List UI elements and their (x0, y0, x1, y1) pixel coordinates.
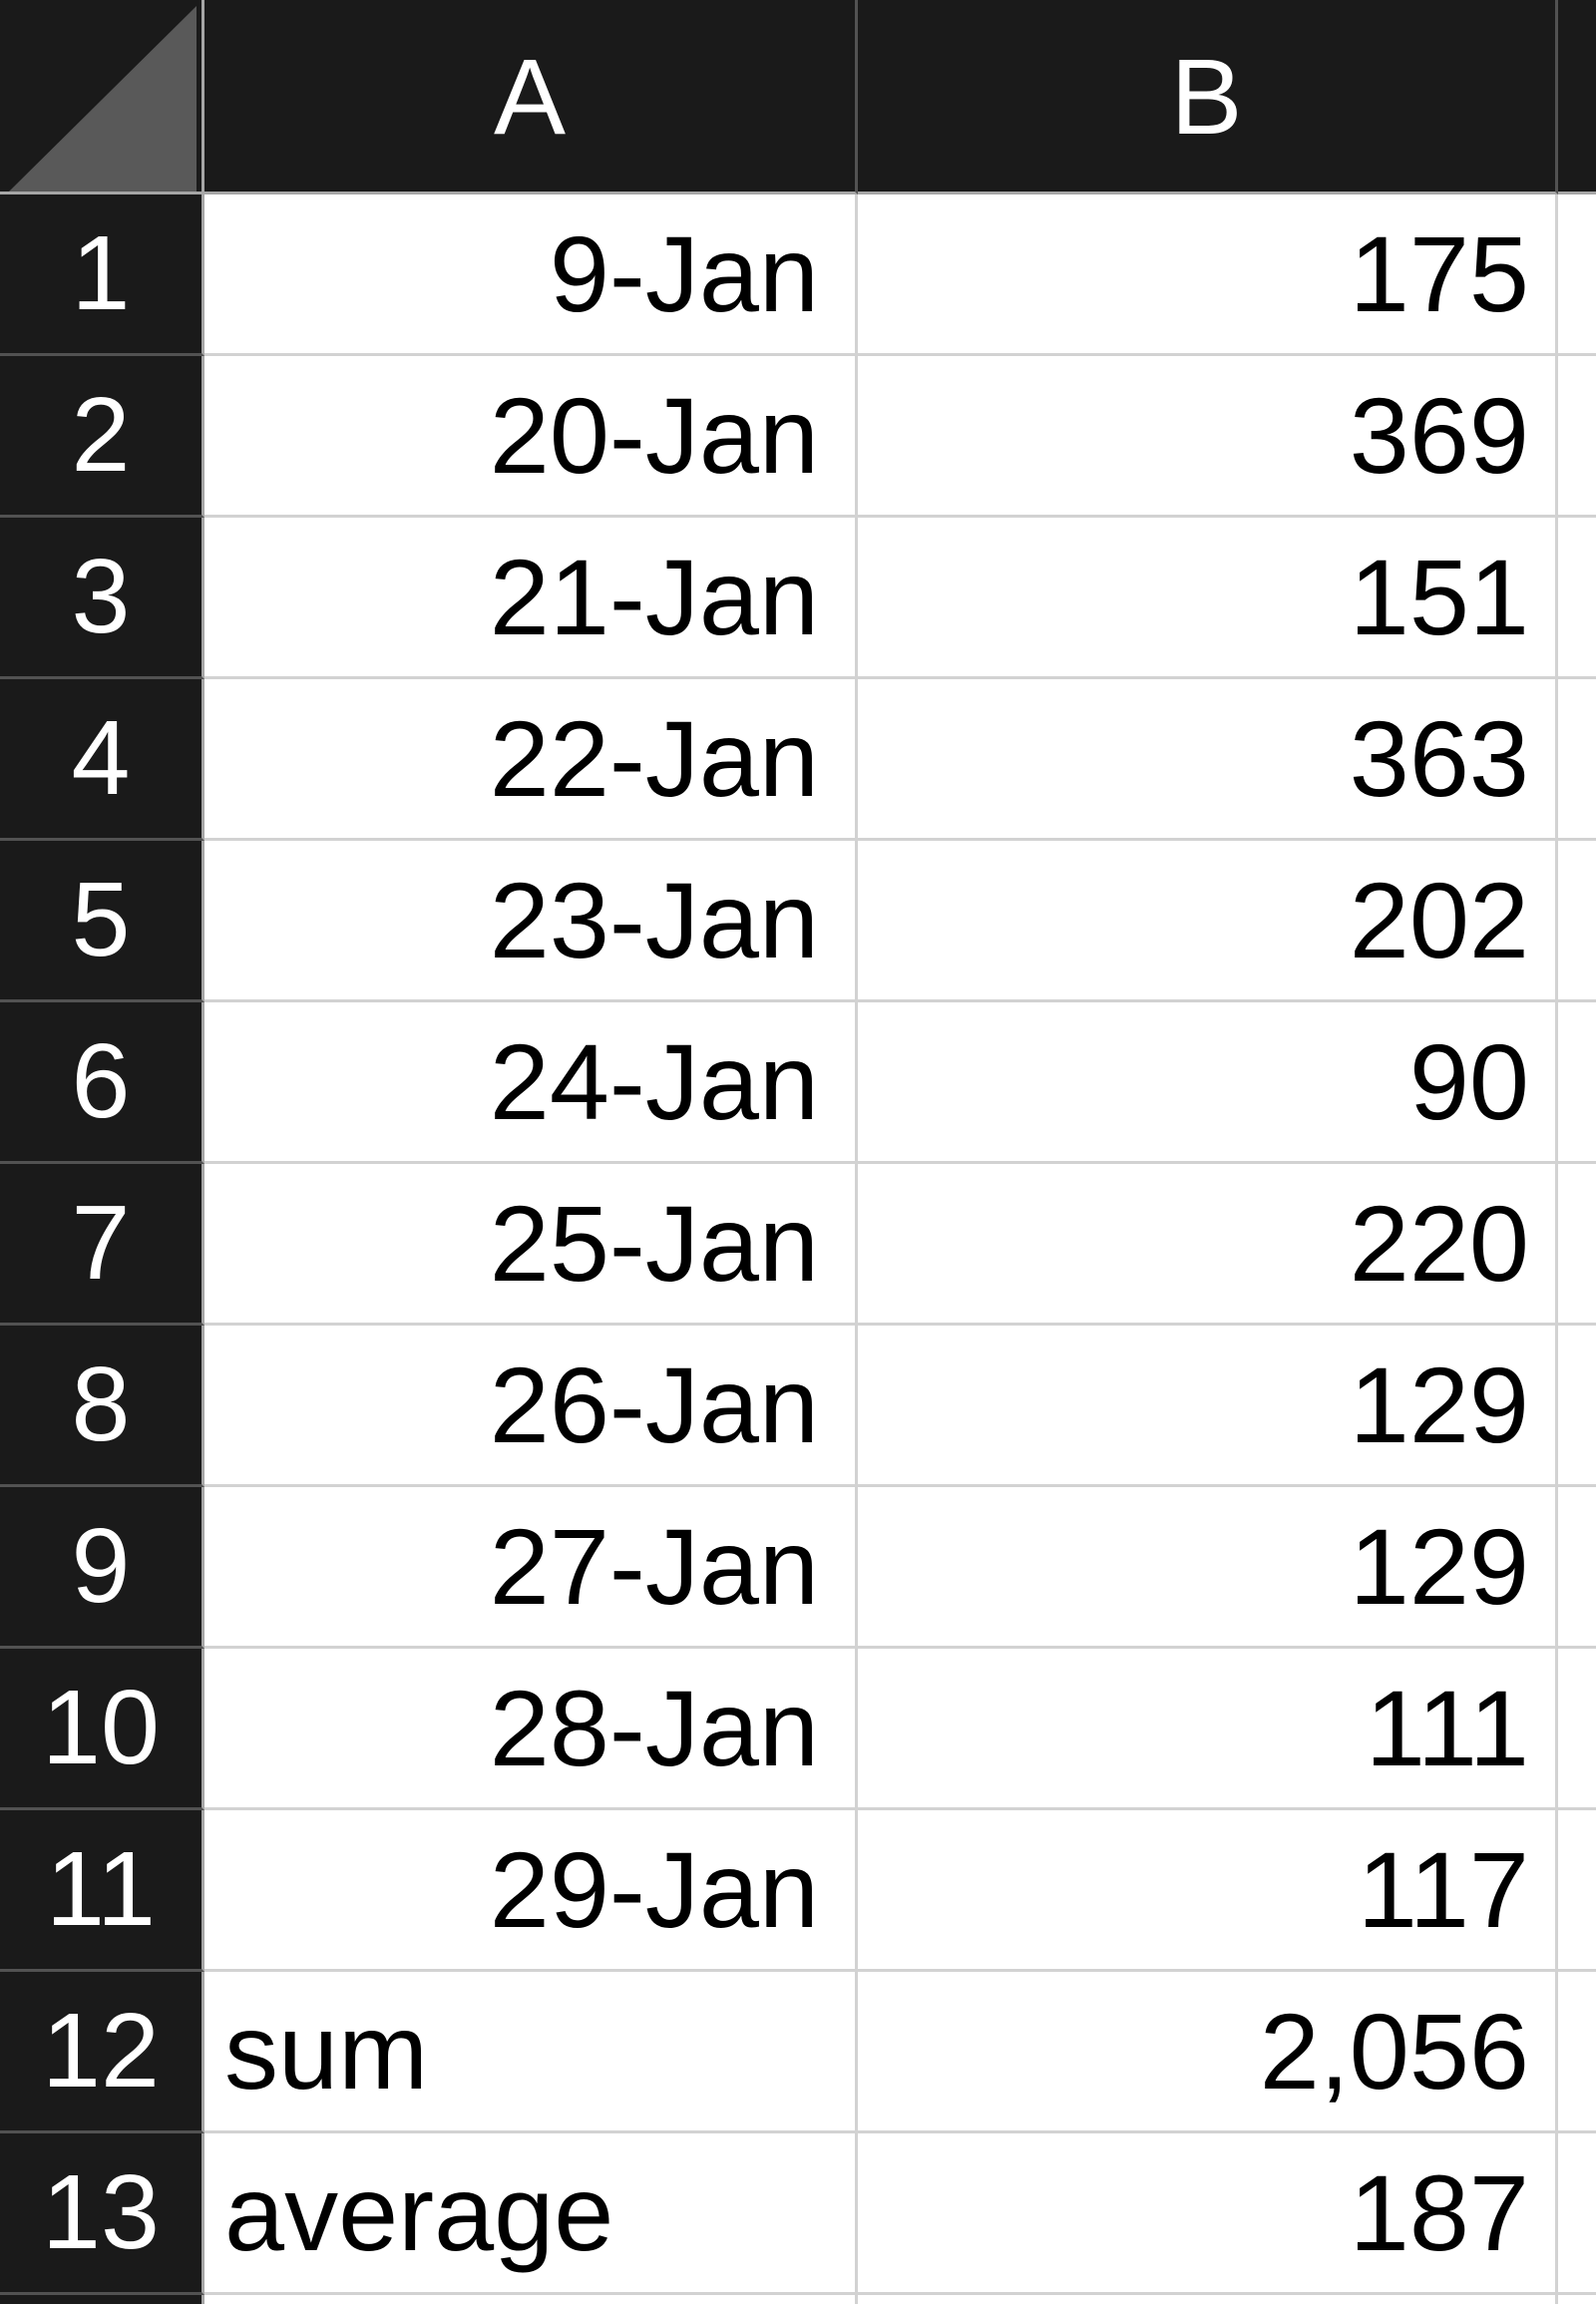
cell-column-c-partial[interactable] (1558, 841, 1596, 1002)
cell-column-a[interactable]: 26-Jan (204, 1326, 858, 1487)
cell-column-c-partial[interactable] (1558, 1972, 1596, 2133)
cell-column-c-partial[interactable] (1558, 1164, 1596, 1326)
cell-column-c-partial[interactable] (1558, 2295, 1596, 2304)
cell-column-a[interactable]: 29-Jan (204, 1810, 858, 1972)
cell-column-a[interactable] (204, 2295, 858, 2304)
row-header[interactable]: 5 (0, 841, 204, 1002)
cell-column-c-partial[interactable] (1558, 1487, 1596, 1649)
select-all-corner[interactable] (0, 0, 204, 194)
cell-column-a[interactable]: 9-Jan (204, 194, 858, 356)
cell-column-c-partial[interactable] (1558, 2133, 1596, 2295)
cell-column-c-partial[interactable] (1558, 518, 1596, 679)
row-header[interactable] (0, 2295, 204, 2304)
cell-column-a[interactable]: average (204, 2133, 858, 2295)
table-row: 7 25-Jan 220 (0, 1164, 1596, 1326)
row-header[interactable]: 13 (0, 2133, 204, 2295)
cell-column-c-partial[interactable] (1558, 1810, 1596, 1972)
column-header-row: A B (0, 0, 1596, 194)
column-header-b[interactable]: B (858, 0, 1558, 194)
select-all-triangle-icon (9, 6, 197, 192)
row-header[interactable]: 9 (0, 1487, 204, 1649)
cell-column-c-partial[interactable] (1558, 356, 1596, 518)
cell-column-a[interactable]: 21-Jan (204, 518, 858, 679)
cell-column-c-partial[interactable] (1558, 679, 1596, 841)
cell-column-a[interactable]: 25-Jan (204, 1164, 858, 1326)
cell-column-b[interactable]: 202 (858, 841, 1558, 1002)
cell-column-a[interactable]: 27-Jan (204, 1487, 858, 1649)
row-header[interactable]: 8 (0, 1326, 204, 1487)
cell-column-a[interactable]: 23-Jan (204, 841, 858, 1002)
table-row: 12 sum 2,056 (0, 1972, 1596, 2133)
table-row: 11 29-Jan 117 (0, 1810, 1596, 1972)
table-row: 1 9-Jan 175 (0, 194, 1596, 356)
cell-column-a[interactable]: 22-Jan (204, 679, 858, 841)
table-row: 9 27-Jan 129 (0, 1487, 1596, 1649)
row-header[interactable]: 12 (0, 1972, 204, 2133)
cell-column-c-partial[interactable] (1558, 1002, 1596, 1164)
grid-body: 1 9-Jan 175 2 20-Jan 369 3 21-Jan 151 4 … (0, 194, 1596, 2295)
row-header[interactable]: 10 (0, 1649, 204, 1810)
table-row: 10 28-Jan 111 (0, 1649, 1596, 1810)
cell-column-c-partial[interactable] (1558, 1649, 1596, 1810)
row-header[interactable]: 3 (0, 518, 204, 679)
table-row: 8 26-Jan 129 (0, 1326, 1596, 1487)
cell-column-c-partial[interactable] (1558, 1326, 1596, 1487)
column-header-a[interactable]: A (204, 0, 858, 194)
cell-column-b[interactable]: 369 (858, 356, 1558, 518)
cell-column-b[interactable]: 129 (858, 1487, 1558, 1649)
cell-column-b[interactable]: 220 (858, 1164, 1558, 1326)
cell-column-b[interactable]: 363 (858, 679, 1558, 841)
partial-row-14 (0, 2295, 1596, 2304)
cell-column-b[interactable]: 151 (858, 518, 1558, 679)
cell-column-a[interactable]: 20-Jan (204, 356, 858, 518)
cell-column-b[interactable]: 2,056 (858, 1972, 1558, 2133)
cell-column-a[interactable]: sum (204, 1972, 858, 2133)
cell-column-b[interactable]: 90 (858, 1002, 1558, 1164)
row-header[interactable]: 1 (0, 194, 204, 356)
cell-column-b[interactable]: 175 (858, 194, 1558, 356)
table-row: 3 21-Jan 151 (0, 518, 1596, 679)
table-row: 2 20-Jan 369 (0, 356, 1596, 518)
row-header[interactable]: 11 (0, 1810, 204, 1972)
cell-column-b[interactable]: 111 (858, 1649, 1558, 1810)
column-header-c-partial[interactable] (1558, 0, 1596, 194)
table-row: 5 23-Jan 202 (0, 841, 1596, 1002)
cell-column-a[interactable]: 28-Jan (204, 1649, 858, 1810)
row-header[interactable]: 4 (0, 679, 204, 841)
cell-column-a[interactable]: 24-Jan (204, 1002, 858, 1164)
cell-column-c-partial[interactable] (1558, 194, 1596, 356)
table-row: 4 22-Jan 363 (0, 679, 1596, 841)
cell-column-b[interactable]: 187 (858, 2133, 1558, 2295)
cell-column-b[interactable] (858, 2295, 1558, 2304)
row-header[interactable]: 2 (0, 356, 204, 518)
row-header[interactable]: 6 (0, 1002, 204, 1164)
table-row: 13 average 187 (0, 2133, 1596, 2295)
row-header[interactable]: 7 (0, 1164, 204, 1326)
cell-column-b[interactable]: 129 (858, 1326, 1558, 1487)
table-row: 6 24-Jan 90 (0, 1002, 1596, 1164)
cell-column-b[interactable]: 117 (858, 1810, 1558, 1972)
